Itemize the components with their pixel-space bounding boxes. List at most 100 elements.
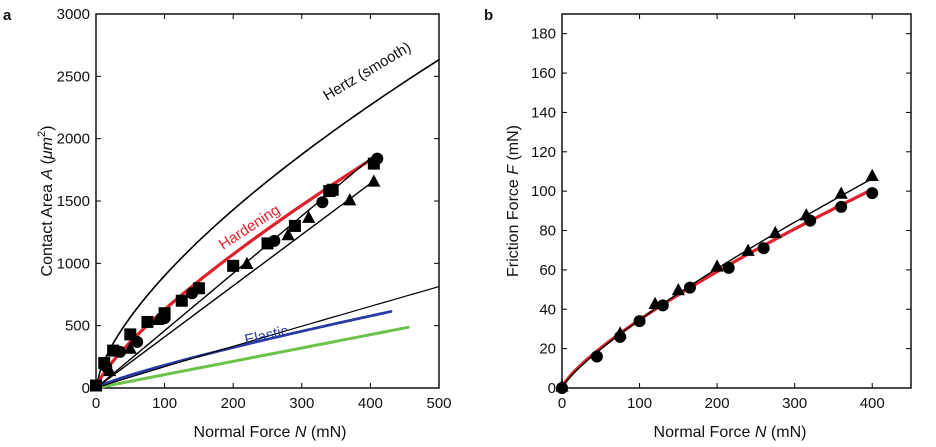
panel-b-label: b bbox=[484, 7, 493, 24]
fit-curve bbox=[561, 177, 873, 389]
data-point-triangle bbox=[302, 210, 316, 223]
panel-b-frame bbox=[561, 13, 912, 389]
ylabel-b-symbol: F bbox=[505, 164, 522, 175]
data-point-circle bbox=[268, 234, 281, 247]
data-point-triangle bbox=[768, 225, 782, 239]
x-tick-label: 300 bbox=[782, 395, 807, 412]
data-point-triangle bbox=[865, 168, 879, 182]
panel-b-ticks: 0 100 200 300 400 0 20 40 60 80 100 120 140 160 180 bbox=[531, 14, 911, 412]
x-tick-label: 200 bbox=[221, 395, 246, 412]
panel-b-ylabel: Friction Force F (mN) bbox=[505, 125, 522, 277]
y-tick-label: 180 bbox=[531, 26, 556, 43]
data-point-circle bbox=[227, 259, 240, 272]
data-point-triangle bbox=[555, 379, 569, 392]
data-point-triangle bbox=[123, 341, 137, 354]
y-tick-label: 500 bbox=[65, 318, 90, 335]
panel-a-markers bbox=[89, 152, 384, 392]
xlabel-a-symbol: N bbox=[295, 424, 307, 441]
xlabel-b-unit: (mN) bbox=[766, 424, 806, 441]
ylabel-a-text: Contact Area bbox=[39, 180, 56, 277]
hertz-annotation: Hertz (smooth) bbox=[320, 39, 414, 105]
data-point-circle bbox=[722, 261, 735, 274]
xlabel-a-text: Normal Force bbox=[194, 424, 295, 441]
x-tick-label: 100 bbox=[627, 395, 652, 412]
panel-b-markers bbox=[555, 168, 879, 394]
xlabel-a-unit: (mN) bbox=[306, 424, 346, 441]
data-point-circle bbox=[326, 185, 339, 198]
y-tick-label: 60 bbox=[539, 262, 556, 279]
panel-b-chart: b 0 100 200 300 400020406080100120140160180 … bbox=[484, 7, 912, 441]
data-point-circle bbox=[590, 350, 603, 363]
data-point-circle bbox=[835, 200, 848, 213]
data-point-triangle bbox=[710, 259, 724, 272]
y-tick-label: 0 bbox=[548, 380, 556, 397]
data-point-circle bbox=[114, 345, 127, 358]
data-point-circle bbox=[683, 281, 696, 294]
y-tick-label: 140 bbox=[531, 104, 556, 121]
y-tick-label: 100 bbox=[531, 183, 556, 200]
data-point-circle bbox=[866, 187, 879, 200]
y-tick-label: 160 bbox=[531, 65, 556, 82]
y-tick-label: 2500 bbox=[57, 68, 90, 85]
data-point-circle bbox=[371, 152, 384, 165]
panel-a-xlabel: Normal Force N (mN) bbox=[194, 424, 347, 441]
data-point-triangle bbox=[103, 363, 117, 377]
y-tick-label: 20 bbox=[539, 341, 556, 358]
panel-a-ticks: 0 100 200 300 400 500 0 500 1000 1500 2000 2500 3000 bbox=[57, 6, 452, 412]
x-tick-label: 100 bbox=[152, 395, 177, 412]
data-point-circle bbox=[316, 196, 329, 209]
ylabel-a-symbol: A bbox=[39, 169, 56, 181]
x-tick-label: 400 bbox=[358, 395, 383, 412]
y-tick-label: 40 bbox=[539, 301, 556, 318]
ylabel-a-open: ( bbox=[39, 158, 56, 168]
x-tick-label: 300 bbox=[289, 395, 314, 412]
x-tick-label: 400 bbox=[860, 395, 885, 412]
data-point-triangle bbox=[613, 326, 627, 339]
data-point-triangle bbox=[89, 378, 103, 392]
y-tick-label: 120 bbox=[531, 144, 556, 161]
fit-curve bbox=[95, 58, 440, 389]
data-point-circle bbox=[757, 242, 770, 255]
fit-curve bbox=[94, 310, 393, 390]
data-point-triangle bbox=[151, 312, 165, 326]
data-point-triangle bbox=[741, 243, 755, 256]
elastic-annotation: Elastic bbox=[243, 322, 290, 349]
x-tick-label: 0 bbox=[92, 395, 100, 412]
ylabel-b-unit: (mN) bbox=[505, 125, 522, 165]
fit-curve bbox=[560, 187, 874, 390]
fit-curve bbox=[95, 286, 440, 389]
data-point-circle bbox=[131, 335, 144, 348]
data-point-triangle bbox=[834, 186, 848, 199]
fit-curve bbox=[94, 325, 410, 390]
x-tick-label: 200 bbox=[705, 395, 730, 412]
panel-a-ylabel: Contact Area A (μm2) bbox=[36, 126, 56, 277]
x-tick-label: 0 bbox=[558, 395, 566, 412]
y-tick-label: 1000 bbox=[57, 255, 90, 272]
ylabel-a-unit: μm bbox=[39, 137, 56, 160]
y-tick-label: 1500 bbox=[57, 193, 90, 210]
data-point-triangle bbox=[799, 208, 813, 221]
y-tick-label: 80 bbox=[539, 223, 556, 240]
panel-a-chart: a 0 100 200 300 400 500 0 500 1000 1500 2000 2500 30… bbox=[3, 6, 452, 441]
data-point-triangle bbox=[648, 296, 662, 309]
data-point-triangle bbox=[240, 256, 254, 269]
x-tick-label: 500 bbox=[426, 395, 451, 412]
data-point-circle bbox=[633, 315, 646, 328]
ylabel-a-close: ) bbox=[39, 126, 56, 131]
data-point-triangle bbox=[343, 193, 357, 206]
ylabel-a-exponent: 2 bbox=[36, 131, 48, 137]
xlabel-b-symbol: N bbox=[755, 424, 767, 441]
ylabel-b-text: Friction Force bbox=[505, 175, 522, 277]
y-tick-label: 3000 bbox=[57, 6, 90, 23]
y-tick-label: 0 bbox=[82, 380, 90, 397]
data-point-square bbox=[175, 294, 188, 307]
y-tick-label: 2000 bbox=[57, 131, 90, 148]
data-point-square bbox=[141, 315, 154, 328]
data-point-triangle bbox=[192, 281, 206, 294]
fit-curve bbox=[95, 180, 375, 389]
data-point-triangle bbox=[367, 174, 381, 187]
data-point-triangle bbox=[281, 228, 295, 241]
panel-b-xlabel: Normal Force N (mN) bbox=[654, 424, 807, 441]
data-point-square bbox=[288, 219, 301, 232]
